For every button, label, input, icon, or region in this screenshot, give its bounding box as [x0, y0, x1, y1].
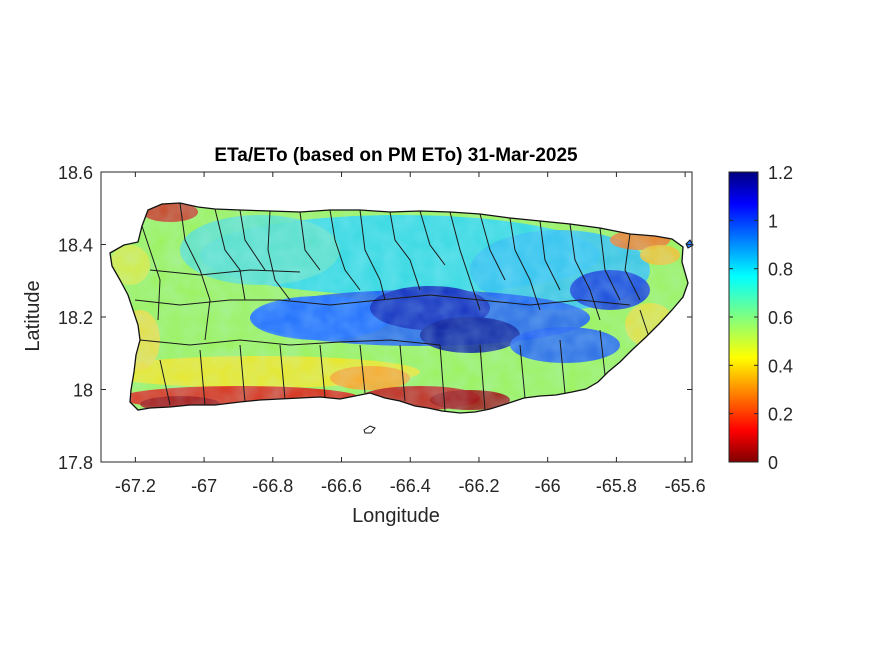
municipality-border [439, 344, 446, 412]
municipality-border [329, 209, 361, 291]
municipality-border [319, 344, 326, 398]
municipality-border [134, 294, 631, 306]
colorbar-gradient [728, 171, 759, 463]
heat-texture [110, 203, 688, 413]
municipality-border [539, 220, 561, 291]
municipality-border [267, 210, 291, 301]
x-tick-label: -66.6 [321, 476, 362, 496]
x-tick-label: -65.8 [596, 476, 637, 496]
x-tick-label: -66 [535, 476, 561, 496]
x-tick-label: -67 [191, 476, 217, 496]
municipality-border [399, 344, 406, 402]
map-layer [109, 202, 694, 434]
colorbar-tick-label: 1.2 [768, 163, 793, 183]
x-tick-label: -66.2 [458, 476, 499, 496]
x-tick-label: -67.2 [115, 476, 156, 496]
municipality-border [214, 208, 246, 301]
municipality-border [139, 339, 441, 346]
y-tick-label: 17.8 [58, 453, 93, 473]
colorbar-tick-label: 0 [768, 453, 778, 473]
x-tick-label: -66.4 [390, 476, 431, 496]
municipality-border [559, 339, 566, 394]
colorbar-tick-label: 0.2 [768, 405, 793, 425]
x-axis: -67.2 -67 -66.8 -66.6 -66.4 -66.2 -66 -65.8 -65.… [115, 172, 706, 496]
x-axis-label: Longitude [352, 505, 440, 527]
coastline [109, 202, 689, 414]
municipality-border [599, 329, 606, 376]
y-tick-label: 18.2 [58, 308, 93, 328]
municipality-border [149, 269, 301, 276]
x-tick-label: -66.8 [252, 476, 293, 496]
municipality-border [279, 344, 286, 400]
chart-title: ETa/ETo (based on PM ETo) 31-Mar-2025 [214, 145, 578, 166]
y-tick-label: 18.6 [58, 163, 93, 183]
municipality-border [239, 344, 246, 403]
colorbar-ticks: 0 0.2 0.4 0.6 0.8 1 1.2 [729, 163, 793, 473]
y-tick-label: 18.4 [58, 236, 93, 256]
municipality-border [449, 211, 481, 311]
colorbar-tick-label: 0.6 [768, 308, 793, 328]
municipality-border [479, 344, 486, 411]
municipality-border [519, 344, 526, 399]
municipality-border [179, 203, 211, 341]
municipality-border [199, 349, 206, 406]
municipality-border [624, 233, 641, 301]
y-axis-label: Latitude [22, 280, 44, 351]
municipality-border [479, 213, 506, 281]
y-axis: 17.8 18 18.2 18.4 18.6 [58, 163, 692, 473]
y-tick-label: 18 [73, 381, 93, 401]
municipality-border [159, 359, 171, 406]
colorbar-tick-label: 0.4 [768, 356, 793, 376]
municipality-boundaries [134, 203, 651, 412]
municipality-border [141, 225, 161, 321]
colorbar-tick-label: 1 [768, 211, 778, 231]
colorbar-tick-label: 0.8 [768, 260, 793, 280]
municipality-border [239, 209, 266, 271]
municipality-border [569, 223, 601, 321]
municipality-border [299, 211, 321, 271]
municipality-border [389, 211, 421, 291]
municipality-border [359, 344, 366, 394]
municipality-border [599, 227, 621, 301]
caja-de-muertos-island [363, 425, 376, 434]
municipality-border [509, 217, 541, 311]
municipality-border [419, 210, 446, 266]
colorbar: 0 0.2 0.4 0.6 0.8 1 1.2 [728, 163, 793, 473]
municipality-border [359, 209, 386, 301]
x-tick-label: -65.6 [665, 476, 706, 496]
